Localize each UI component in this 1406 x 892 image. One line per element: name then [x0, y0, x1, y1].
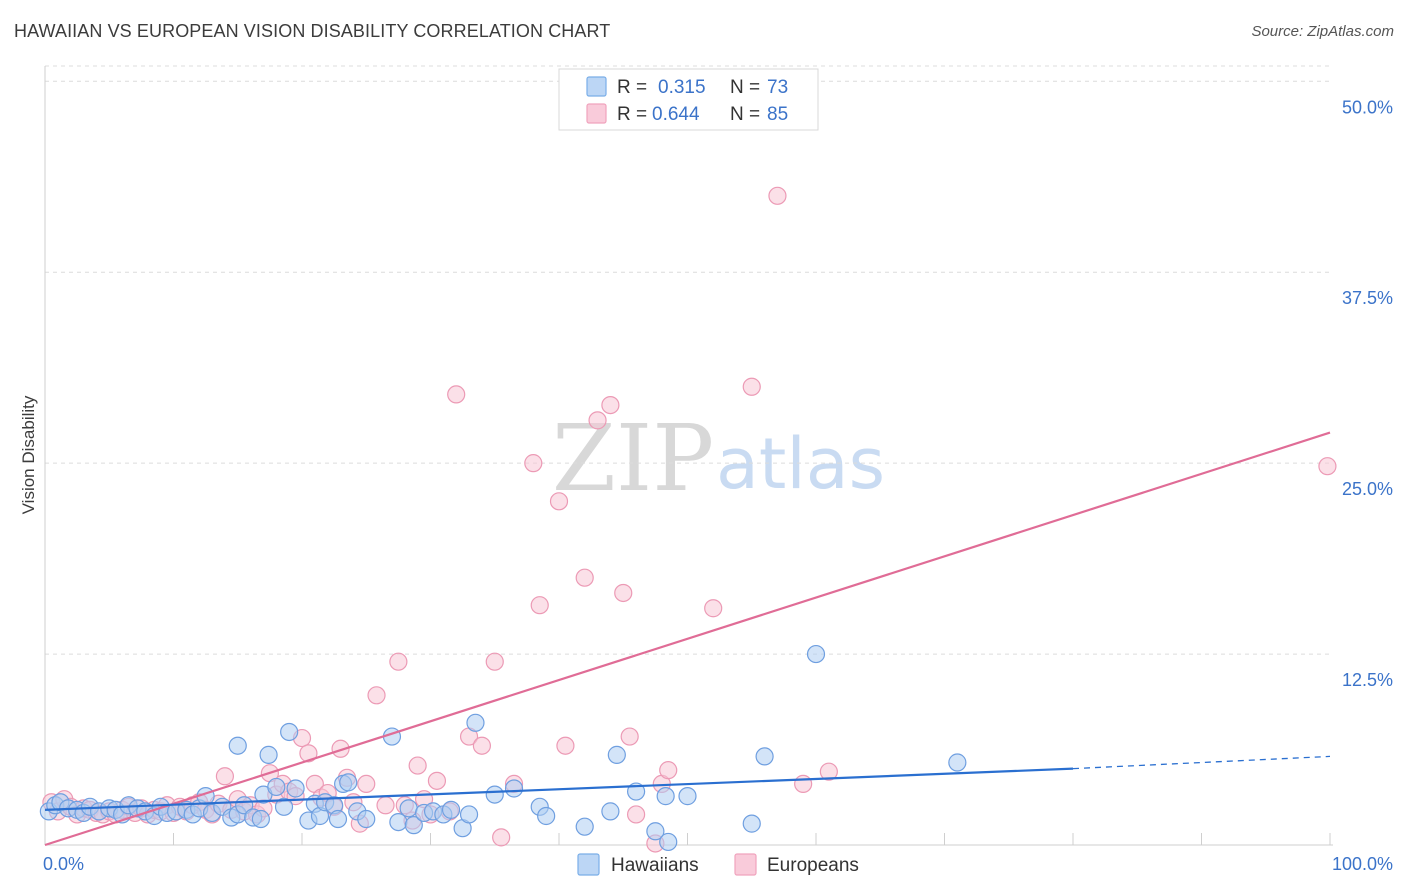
- data-point-hawaiians: [656, 787, 675, 806]
- data-point-hawaiians: [607, 745, 626, 764]
- data-point-europeans: [794, 774, 813, 794]
- data-point-hawaiians: [659, 832, 678, 852]
- data-point-europeans: [704, 599, 723, 618]
- data-point-hawaiians: [280, 722, 299, 742]
- y-tick-label: 25.0%: [1342, 479, 1393, 499]
- chart-title: HAWAIIAN VS EUROPEAN VISION DISABILITY C…: [14, 21, 611, 41]
- legend-n-value-hawaiians: 73: [767, 77, 788, 98]
- data-point-europeans: [549, 492, 569, 511]
- trend-line-hawaiians-extension: [1072, 755, 1331, 770]
- legend-swatch-europeans: [586, 103, 607, 124]
- data-point-hawaiians: [339, 773, 358, 792]
- data-point-hawaiians: [575, 817, 594, 836]
- data-point-hawaiians: [806, 644, 826, 664]
- data-point-europeans: [659, 761, 678, 780]
- data-point-europeans: [331, 739, 350, 758]
- data-point-europeans: [427, 771, 447, 790]
- data-point-europeans: [367, 686, 386, 705]
- x-tick-label-max: 100.0%: [1332, 854, 1393, 874]
- y-tick-labels: 12.5% 25.0% 37.5% 50.0%: [1342, 97, 1393, 690]
- data-point-hawaiians: [755, 747, 774, 766]
- data-point-europeans: [556, 736, 575, 755]
- data-point-europeans: [299, 744, 318, 763]
- legend-bottom-swatch-europeans: [734, 853, 757, 876]
- watermark-atlas: atlas: [716, 423, 885, 505]
- y-tick-label: 50.0%: [1342, 97, 1393, 117]
- data-point-hawaiians: [286, 779, 305, 798]
- trend-line-europeans: [44, 431, 1331, 847]
- y-tick-label: 12.5%: [1342, 670, 1393, 690]
- x-tick-label-min: 0.0%: [43, 854, 84, 874]
- legend-n-label-hawaiians: N =: [730, 77, 760, 98]
- data-point-europeans: [575, 568, 594, 587]
- data-point-europeans: [485, 652, 504, 671]
- data-point-europeans: [357, 774, 376, 794]
- legend-swatch-hawaiians: [586, 76, 607, 97]
- data-point-hawaiians: [459, 805, 479, 824]
- data-point-europeans: [524, 454, 543, 473]
- legend-r-label-europeans: R =: [617, 104, 647, 125]
- trend-lines: [44, 431, 1331, 847]
- y-tick-label: 37.5%: [1342, 288, 1393, 308]
- data-point-hawaiians: [441, 800, 461, 819]
- data-point-hawaiians: [328, 809, 348, 829]
- data-point-europeans: [614, 583, 633, 603]
- legend-r-value-hawaiians: 0.315: [658, 77, 706, 98]
- watermark-zip: ZIP: [552, 405, 714, 512]
- data-point-hawaiians: [267, 777, 286, 797]
- data-point-europeans: [530, 596, 549, 615]
- trend-line-hawaiians: [44, 767, 1074, 811]
- legend-bottom-label-hawaiians: Hawaiians: [611, 855, 699, 876]
- data-point-hawaiians: [259, 745, 278, 764]
- data-point-europeans: [819, 762, 838, 781]
- data-point-hawaiians: [646, 822, 665, 841]
- data-point-hawaiians: [357, 809, 376, 829]
- data-point-europeans: [389, 652, 408, 671]
- data-point-hawaiians: [601, 802, 620, 821]
- data-point-hawaiians: [537, 806, 556, 826]
- data-point-europeans: [215, 767, 234, 786]
- data-point-hawaiians: [678, 787, 697, 806]
- legend-n-label-europeans: N =: [730, 104, 760, 125]
- source-label: Source: ZipAtlas.com: [1251, 23, 1394, 40]
- data-point-hawaiians: [399, 799, 418, 818]
- legend-bottom-swatch-hawaiians: [577, 853, 600, 876]
- legend-bottom: Hawaiians Europeans: [577, 853, 859, 876]
- data-point-hawaiians: [228, 736, 247, 755]
- data-point-europeans: [768, 186, 787, 205]
- legend-bottom-label-europeans: Europeans: [767, 855, 859, 876]
- legend-r-value-europeans: 0.644: [652, 104, 700, 125]
- data-point-hawaiians: [485, 785, 504, 804]
- data-point-europeans: [626, 805, 646, 824]
- series-hawaiians-points: [39, 644, 967, 852]
- data-point-hawaiians: [948, 753, 967, 772]
- data-point-europeans: [620, 727, 639, 746]
- data-point-hawaiians: [274, 797, 294, 816]
- data-point-europeans: [588, 411, 607, 430]
- watermark: ZIP atlas: [552, 405, 885, 512]
- data-point-hawaiians: [742, 814, 761, 833]
- data-point-europeans: [472, 736, 491, 755]
- data-point-europeans: [492, 828, 511, 847]
- data-point-europeans: [376, 796, 395, 815]
- data-point-hawaiians: [504, 779, 524, 798]
- data-point-hawaiians: [466, 713, 485, 732]
- axes: [44, 66, 1333, 846]
- data-point-hawaiians: [251, 809, 270, 829]
- legend-r-label-hawaiians: R =: [617, 77, 647, 98]
- y-axis-label: Vision Disability: [19, 395, 38, 514]
- data-point-hawaiians: [404, 816, 423, 835]
- data-point-europeans: [408, 756, 427, 775]
- legend-top: R = 0.315 N = 73 R = 0.644 N = 85: [558, 68, 819, 131]
- data-point-europeans: [447, 385, 466, 404]
- data-point-europeans: [1318, 457, 1337, 476]
- data-point-europeans: [601, 395, 620, 415]
- legend-n-value-europeans: 85: [767, 104, 788, 125]
- data-point-europeans: [742, 377, 761, 396]
